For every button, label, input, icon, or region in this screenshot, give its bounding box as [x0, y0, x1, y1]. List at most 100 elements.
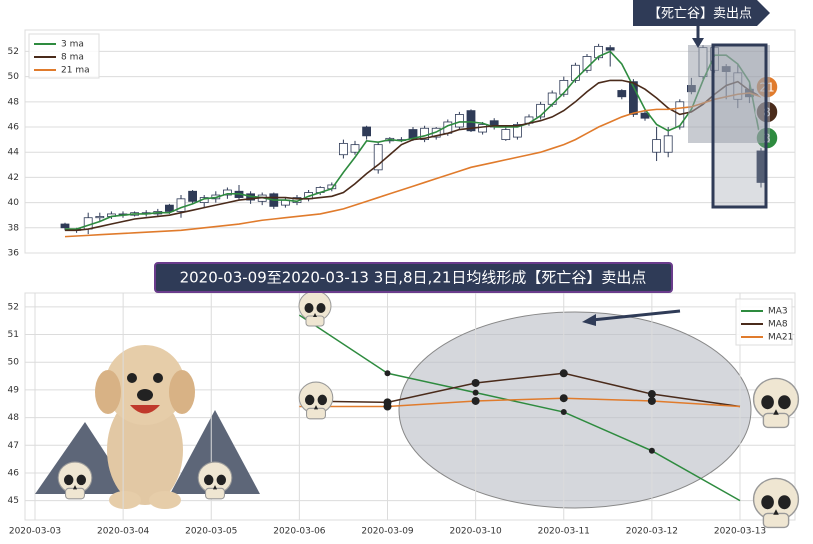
- candle-body: [594, 45, 603, 59]
- x-tick-label: 2020-03-12: [626, 527, 678, 537]
- skull: [197, 461, 233, 500]
- skull-nose: [773, 509, 779, 515]
- skull-eye: [216, 474, 227, 486]
- skull-jaw: [305, 315, 325, 327]
- skull-eye: [317, 394, 328, 406]
- point: [471, 396, 480, 405]
- skull-jaw: [762, 412, 790, 429]
- y-tick-label: 40: [8, 198, 20, 208]
- candle-body: [222, 189, 232, 196]
- skull-jaw: [306, 407, 326, 420]
- x-tick-label: 2020-03-13: [714, 527, 766, 537]
- point: [384, 370, 391, 377]
- candle-body: [60, 223, 70, 229]
- legend-label: MA8: [768, 320, 788, 330]
- y-tick-label: 48: [8, 97, 20, 107]
- x-tick-label: 2020-03-06: [273, 527, 326, 537]
- y-tick-label: 49: [8, 385, 20, 395]
- x-tick-label: 2020-03-11: [538, 527, 590, 537]
- ma-line: [65, 79, 762, 232]
- ma-line: [299, 372, 741, 408]
- candle-body: [478, 124, 488, 133]
- candle-body: [652, 139, 661, 153]
- skull-nose: [313, 313, 317, 317]
- x-tick-label: 2020-03-10: [449, 527, 502, 537]
- candle-body: [164, 204, 174, 212]
- candle-body: [536, 103, 545, 118]
- candle-body: [83, 217, 93, 230]
- banner-top: [633, 0, 770, 26]
- point: [560, 409, 567, 416]
- skull-eye: [304, 394, 315, 406]
- ma-line: [65, 50, 762, 230]
- skull: [298, 290, 332, 327]
- candle-body: [605, 47, 615, 51]
- skull-eye: [316, 303, 326, 313]
- candle-body: [629, 81, 638, 115]
- point: [559, 369, 568, 378]
- y-tick-label: 46: [8, 468, 20, 478]
- point: [648, 447, 655, 454]
- y-tick-label: 51: [8, 330, 19, 340]
- arrow-head: [692, 38, 704, 48]
- skull-nose: [212, 485, 218, 490]
- x-tick-label: 2020-03-09: [361, 527, 414, 537]
- dog: [95, 345, 195, 509]
- x-tick-label: 2020-03-03: [9, 527, 61, 537]
- y-tick-label: 36: [8, 249, 20, 259]
- y-tick-label: 46: [8, 123, 20, 133]
- skull-eye: [761, 495, 774, 510]
- legend-label: MA21: [768, 333, 793, 343]
- highlight-ellipse: [398, 311, 752, 509]
- candle-body: [466, 110, 476, 132]
- legend-label: 3 ma: [61, 40, 84, 50]
- candle-body: [571, 64, 580, 81]
- arrow: [591, 309, 681, 322]
- ma-line: [298, 314, 741, 502]
- chart-title: 2020-03-09至2020-03-13 3日,8日,21日均线形成【死亡谷】…: [180, 269, 647, 287]
- mountain: [170, 410, 260, 494]
- y-tick-label: 48: [8, 413, 20, 423]
- y-tick-label: 45: [8, 496, 19, 506]
- highlight-box: [688, 45, 770, 143]
- point: [471, 378, 480, 387]
- y-tick-label: 42: [8, 173, 19, 183]
- skull-eye: [761, 395, 774, 410]
- skull-jaw: [65, 487, 85, 500]
- point: [559, 394, 568, 403]
- skull-nose: [72, 485, 78, 490]
- point: [647, 396, 656, 405]
- skull-eye: [203, 474, 214, 486]
- candle-body: [362, 126, 372, 137]
- ma-line: [299, 397, 741, 408]
- legend-label: 8 ma: [61, 53, 84, 63]
- skull: [752, 377, 800, 429]
- skull-eye: [778, 495, 791, 510]
- y-tick-label: 50: [8, 358, 20, 368]
- skull-jaw: [762, 512, 790, 529]
- highlight-frame: [711, 43, 768, 209]
- y-tick-label: 47: [8, 441, 19, 451]
- skull-eye: [304, 303, 314, 313]
- decorations: [35, 43, 770, 509]
- candle-body: [513, 124, 522, 138]
- candle-body: [373, 144, 383, 171]
- skull-eye: [778, 395, 791, 410]
- banner-middle: [154, 262, 673, 293]
- skull: [752, 477, 800, 529]
- y-tick-label: 52: [8, 47, 19, 57]
- arrow-head: [582, 314, 596, 326]
- ma-line: [64, 92, 762, 238]
- candle-body: [176, 198, 186, 212]
- candle-body: [501, 129, 511, 141]
- candle-body: [663, 135, 673, 153]
- candle-body: [617, 90, 627, 98]
- candle-body: [350, 144, 360, 153]
- legend-label: MA3: [768, 307, 788, 317]
- x-tick-label: 2020-03-04: [97, 527, 150, 537]
- y-tick-label: 44: [8, 148, 20, 158]
- skull: [298, 381, 334, 420]
- candle-body: [338, 142, 348, 156]
